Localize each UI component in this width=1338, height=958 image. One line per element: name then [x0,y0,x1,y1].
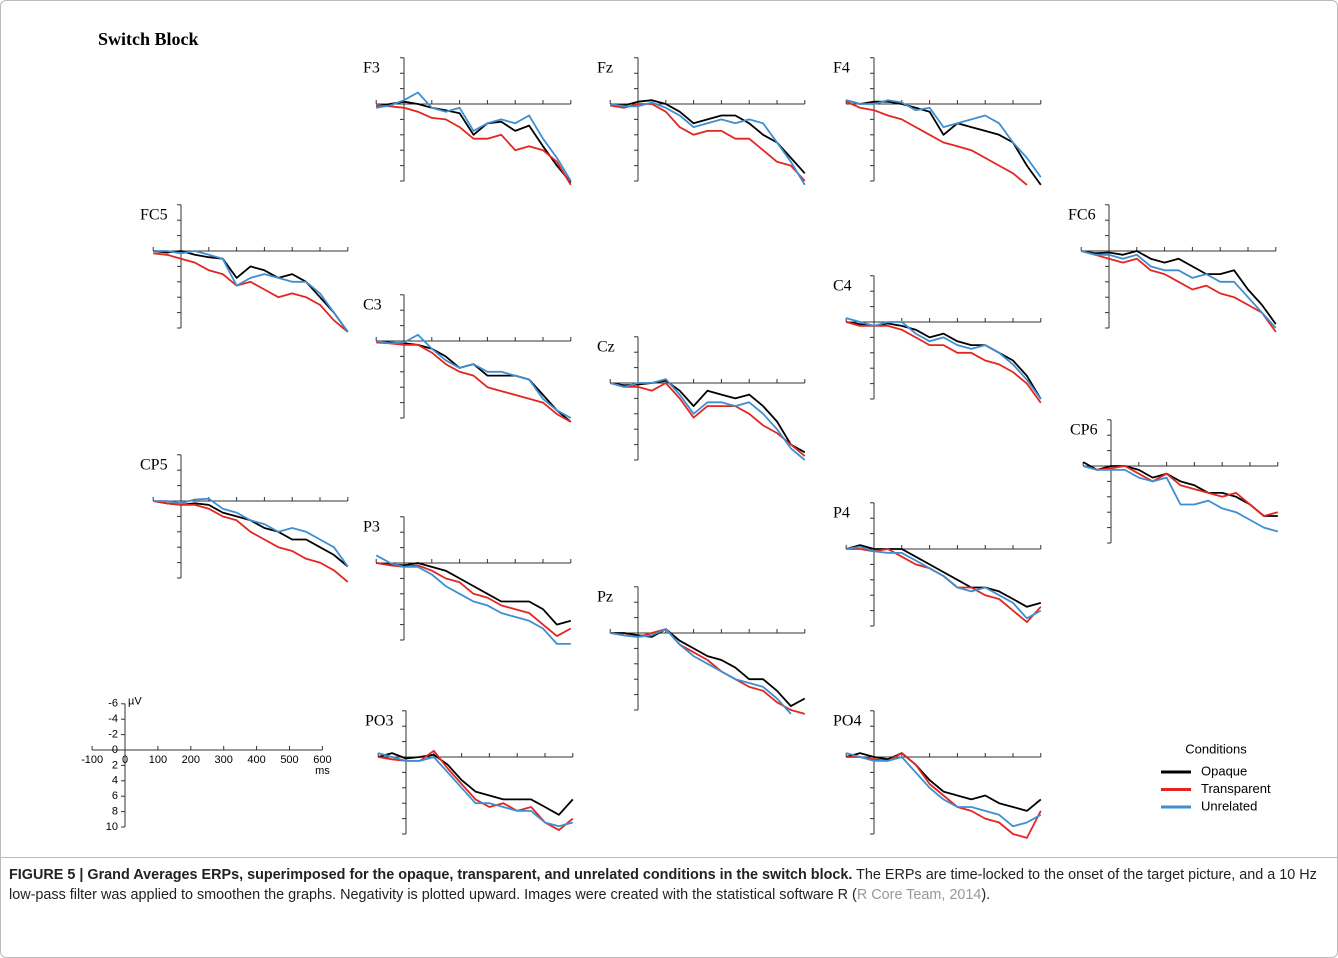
y-tick-label: 0 [112,744,118,756]
erp-line [1080,250,1277,329]
panel-title: FC5 [140,207,168,224]
erp-line [845,752,1042,828]
erp-line [610,628,792,715]
erp-line [153,500,349,583]
x-tick-label: 500 [280,754,298,766]
panel-title: FC6 [1068,207,1096,224]
y-tick-label: -2 [108,729,118,741]
erp-line [376,562,572,626]
erp-line [845,321,1042,404]
x-unit: ms [315,765,330,777]
erp-line [845,544,1042,608]
erp-line [846,545,1042,620]
y-tick-label: 4 [112,775,118,787]
x-tick-label: 600 [313,754,331,766]
separator [1,857,1337,858]
legend-title: Conditions [1185,741,1247,756]
legend-label: Transparent [1201,781,1271,796]
erp-line [1082,461,1278,517]
panel-title: CP6 [1070,422,1098,439]
panel-title: Cz [597,339,615,356]
erp-line [153,500,349,568]
citation: R Core Team, 2014 [856,887,982,903]
panel-title: C4 [833,278,852,295]
erp-line [376,562,572,637]
y-unit: µV [128,696,142,708]
panel-title: P4 [833,505,850,522]
erp-line [609,382,806,457]
erp-line [1081,250,1277,325]
erp-line [376,333,572,419]
y-tick-label: 6 [112,790,118,802]
panel-title: F4 [833,60,850,77]
erp-line [845,100,1028,186]
panel-title: F3 [363,60,380,77]
y-tick-label: 8 [112,806,118,818]
panel-title: CP5 [140,457,168,474]
erp-line [376,341,572,423]
erp-line [1082,465,1279,533]
erp-line [846,321,1042,400]
panel-title: Fz [597,60,613,77]
erp-line [610,628,806,715]
x-tick-label: 200 [182,754,200,766]
caption-end: ). [981,887,991,903]
erp-line [377,752,574,816]
erp-line [846,548,1042,623]
panel-title: Pz [597,589,613,606]
y-tick-label: 10 [106,821,118,833]
x-tick-label: 100 [149,754,167,766]
x-tick-label: 0 [122,754,128,766]
y-tick-label: 2 [112,759,118,771]
x-tick-label: 300 [215,754,233,766]
erp-line [845,317,1042,400]
erp-line [610,628,806,707]
erp-line [153,497,349,568]
erp-line [610,103,806,182]
erp-line [1080,250,1277,333]
erp-line [610,99,806,174]
erp-line [376,100,572,184]
erp-line [376,340,572,423]
chart-area: Switch Block Conditions -6-4-20246810-10… [81,29,1279,839]
erp-line [609,378,806,461]
erp-line [375,554,571,645]
panel-title: C3 [363,297,382,314]
y-tick-label: -4 [108,713,118,725]
panel-title: P3 [363,519,380,536]
caption-label: FIGURE 5 | Grand Averages ERPs, superimp… [9,867,853,883]
erp-line [153,252,349,333]
erp-line [376,104,572,186]
erp-line [846,752,1042,839]
figure-title: Switch Block [98,29,199,49]
panel-title: PO3 [365,713,393,730]
erp-line [610,101,806,186]
erp-line [153,250,349,333]
x-tick-label: 400 [247,754,265,766]
erp-line [845,752,1042,812]
legend-label: Opaque [1201,763,1247,778]
erp-line [610,379,806,454]
erp-line [1082,465,1279,517]
legend-label: Unrelated [1201,798,1257,813]
erp-line [845,99,1042,186]
panel-title: PO4 [833,713,861,730]
x-tick-label: -100 [81,754,103,766]
caption-text: The ERPs are time-locked to the onset of… [9,867,1317,903]
erp-line [845,99,1042,178]
erp-line [377,752,574,828]
erp-line [376,91,572,182]
caption: FIGURE 5 | Grand Averages ERPs, superimp… [9,865,1329,905]
y-tick-label: -6 [108,698,118,710]
